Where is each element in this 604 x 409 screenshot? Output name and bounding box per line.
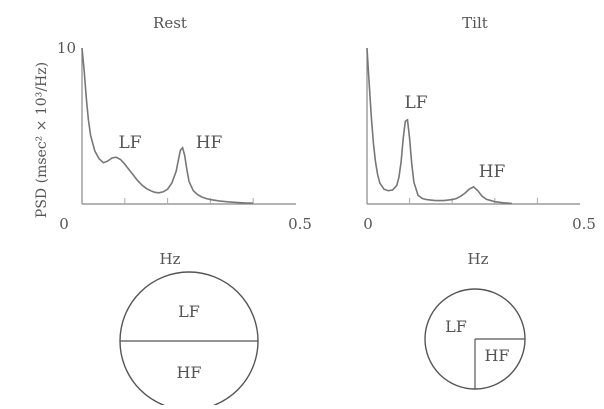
rest-psd-curve [81,47,254,204]
tilt-panel: Tilt 0 0.5 Hz LF HF [363,14,596,268]
tilt-x-axis-label: Hz [468,250,489,268]
rest-x-tick-label-start: 0 [59,215,69,233]
tilt-pie-lf-label: LF [445,317,467,336]
tilt-x-tick-label-start: 0 [363,215,373,233]
tilt-psd-curve [366,47,512,205]
rest-panel: Rest 10 0 0.5 Hz LF HF [57,14,312,268]
rest-x-ticks [124,198,254,204]
tilt-x-tick-label-end: 0.5 [572,215,596,233]
rest-x-tick-label-end: 0.5 [288,215,312,233]
rest-pie-hf-label: HF [176,363,201,382]
rest-hf-annotation: HF [196,133,223,153]
rest-y-tick-label: 10 [57,39,76,57]
tilt-x-ticks [409,198,538,204]
y-axis-label: PSD (msec² × 10³/Hz) [34,62,50,218]
rest-pie-chart: LF HF [119,271,259,409]
rest-pie-lf-label: LF [178,302,200,321]
rest-pie-outline [119,271,259,409]
rest-title: Rest [153,14,187,32]
tilt-pie-hf-label: HF [484,346,509,365]
tilt-hf-annotation: HF [479,162,506,182]
tilt-pie-chart: LF HF [424,288,526,390]
tilt-title: Tilt [462,14,488,32]
rest-x-axis-label: Hz [160,250,181,268]
rest-lf-annotation: LF [118,133,141,153]
tilt-lf-annotation: LF [404,93,427,113]
